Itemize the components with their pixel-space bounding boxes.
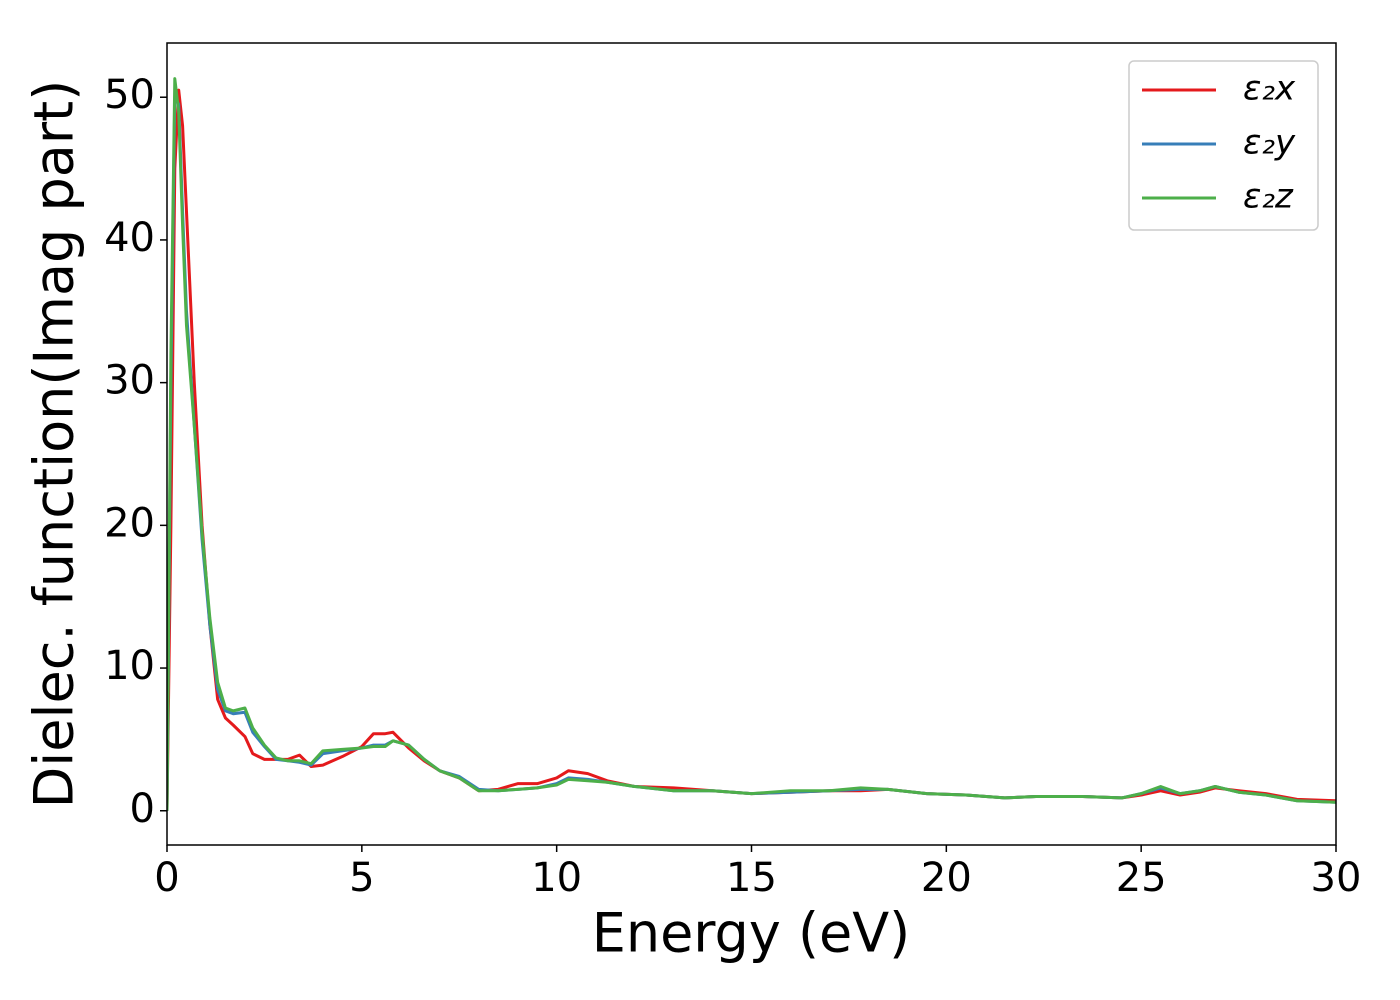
x-axis-label: Energy (eV) [592,902,911,965]
y-tick-label: 0 [130,786,155,832]
y-tick-label: 10 [104,643,155,689]
y-tick-label: 30 [104,358,155,404]
x-tick-label: 30 [1311,855,1362,901]
plot-frame [166,42,1337,846]
legend-box [1128,60,1319,231]
y-tick-label: 40 [104,215,155,261]
y-axis-label: Dielec. function(Imag part) [23,80,86,809]
legend-label: ε₂x [1243,69,1296,109]
data-line [167,77,1336,811]
x-tick-label: 0 [154,855,179,901]
y-tick-label: 20 [104,500,155,546]
x-tick-label: 5 [349,855,374,901]
legend-label: ε₂y [1243,123,1296,163]
x-tick-label: 20 [921,855,972,901]
x-tick-label: 25 [1116,855,1167,901]
x-tick-label: 10 [531,855,582,901]
legend-label: ε₂z [1243,177,1294,217]
x-tick-label: 15 [726,855,777,901]
y-tick-label: 50 [104,72,155,118]
